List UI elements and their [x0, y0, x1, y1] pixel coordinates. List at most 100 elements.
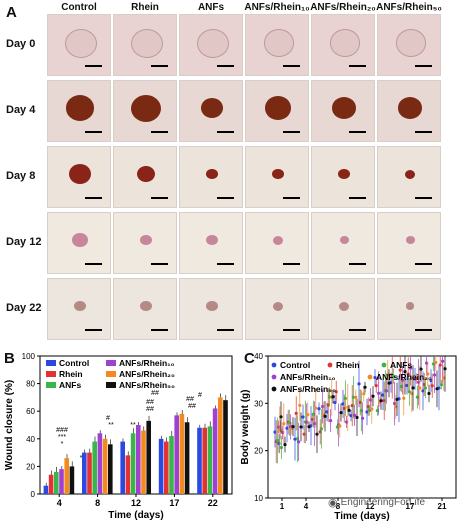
- y-tick-label: 40: [254, 352, 263, 361]
- wound-area: [330, 29, 360, 57]
- data-point: [351, 395, 355, 399]
- wound-area: [273, 235, 283, 245]
- x-tick-label: 4: [304, 502, 309, 511]
- scale-bar: [217, 329, 234, 331]
- data-point: [421, 389, 425, 393]
- data-point: [326, 403, 330, 407]
- scale-bar: [283, 197, 300, 199]
- data-point: [391, 374, 395, 378]
- data-point: [379, 399, 383, 403]
- data-point: [375, 409, 379, 413]
- data-point: [313, 422, 317, 426]
- wound-area: [338, 168, 350, 180]
- x-tick-label: 12: [131, 498, 141, 508]
- data-point: [415, 395, 419, 399]
- data-point: [343, 396, 347, 400]
- data-point: [298, 403, 302, 407]
- data-point: [314, 406, 318, 410]
- data-point: [331, 395, 335, 399]
- wound-area: [339, 301, 349, 311]
- data-point: [430, 384, 434, 388]
- significance-mark: ###: [56, 427, 68, 434]
- wound-photo: [47, 212, 111, 274]
- wound-area: [265, 96, 291, 120]
- row-header: Day 0: [6, 38, 36, 50]
- bar: [223, 400, 228, 494]
- bar: [202, 427, 207, 494]
- data-point: [409, 366, 413, 370]
- bar: [174, 415, 179, 494]
- data-point: [354, 395, 358, 399]
- data-point: [341, 402, 345, 406]
- bar: [130, 433, 136, 494]
- scale-bar: [349, 65, 366, 67]
- x-tick-label: 22: [208, 498, 218, 508]
- scale-bar: [415, 263, 432, 265]
- legend-label: Rhein: [59, 369, 83, 379]
- bar: [97, 433, 103, 494]
- data-point: [418, 386, 422, 390]
- legend-label: ANFs/Rhein₂₀: [376, 372, 432, 382]
- bar: [54, 471, 59, 494]
- row-header: Day 12: [6, 236, 42, 248]
- legend-label: ANFs/Rhein₅₀: [280, 384, 336, 394]
- scale-bar: [415, 131, 432, 133]
- bar: [69, 466, 75, 494]
- data-point: [334, 390, 338, 394]
- data-point: [318, 430, 322, 434]
- bar: [141, 430, 146, 494]
- wound-area: [206, 168, 218, 180]
- data-point: [405, 383, 409, 388]
- panel-a-label: A: [6, 4, 17, 21]
- wound-photo: [245, 80, 309, 142]
- legend-swatch: [46, 371, 56, 377]
- wound-area: [264, 29, 294, 57]
- bar: [197, 427, 202, 494]
- data-point: [321, 404, 325, 409]
- bar: [92, 441, 97, 494]
- legend-label: ANFs: [59, 380, 81, 390]
- data-point: [373, 375, 377, 380]
- data-point: [385, 389, 389, 393]
- y-axis-label: Wound closure (%): [4, 380, 15, 470]
- legend-marker: [271, 362, 277, 368]
- wound-photo: [47, 278, 111, 340]
- data-point: [339, 411, 343, 415]
- wound-photo: [377, 212, 441, 274]
- data-point: [427, 391, 431, 396]
- wound-photo: [377, 14, 441, 76]
- y-tick-label: 80: [26, 380, 35, 389]
- bar: [87, 452, 92, 494]
- data-point: [382, 399, 386, 403]
- legend-marker: [327, 362, 333, 368]
- y-tick-label: 30: [254, 399, 263, 408]
- scale-bar: [217, 197, 234, 199]
- scale-bar: [151, 131, 168, 133]
- data-point: [403, 370, 407, 374]
- data-point: [305, 420, 309, 424]
- x-axis-label: Time (days): [334, 511, 389, 522]
- scale-bar: [283, 329, 300, 331]
- data-point: [273, 430, 277, 434]
- legend-marker: [381, 362, 387, 368]
- wound-photo: [245, 14, 309, 76]
- y-tick-label: 0: [31, 490, 36, 499]
- wound-photo: [113, 212, 177, 274]
- column-header: ANFs: [197, 2, 225, 13]
- data-point: [311, 412, 315, 416]
- data-point: [338, 424, 342, 428]
- wound-photo: [113, 278, 177, 340]
- scale-bar: [283, 65, 300, 67]
- scale-bar: [415, 197, 432, 199]
- data-point: [362, 392, 366, 396]
- legend-marker: [271, 374, 277, 380]
- significance-mark: #: [106, 415, 110, 422]
- data-point: [370, 407, 374, 411]
- data-point: [291, 425, 295, 429]
- wound-photo: [179, 212, 243, 274]
- wound-area: [72, 232, 88, 248]
- data-point: [329, 419, 333, 423]
- data-point: [435, 387, 439, 391]
- data-point: [414, 376, 418, 381]
